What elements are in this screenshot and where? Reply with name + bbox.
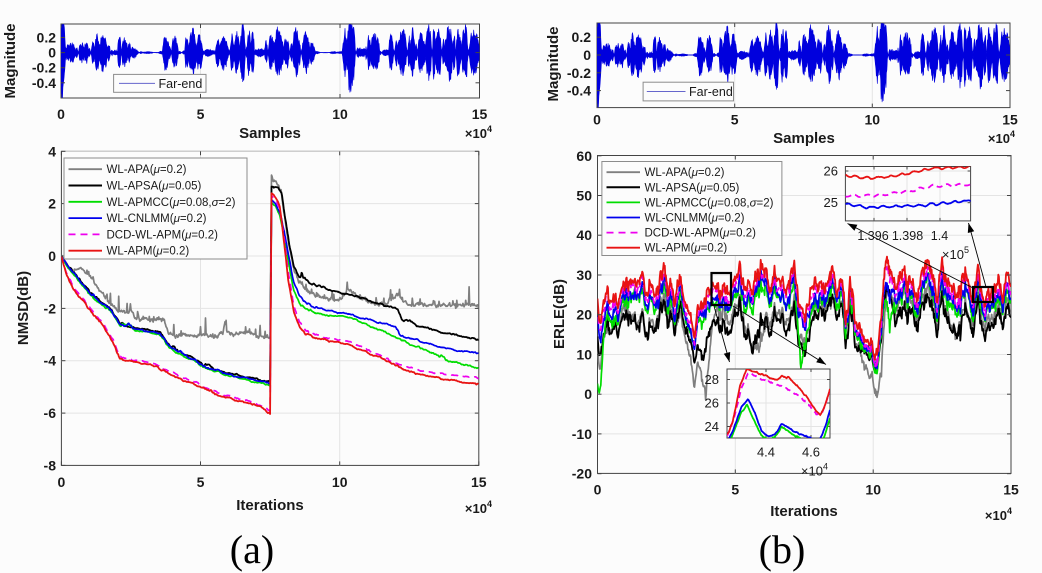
svg-text:WL-APMCC(μ=0.08,σ=2): WL-APMCC(μ=0.08,σ=2) [107, 197, 236, 209]
svg-text:Magnitude: Magnitude [545, 27, 562, 102]
svg-text:0.2: 0.2 [37, 30, 57, 46]
svg-text:WL-APM(μ=0.2): WL-APM(μ=0.2) [645, 243, 728, 255]
svg-text:15: 15 [472, 106, 488, 122]
svg-text:-0.2: -0.2 [32, 60, 56, 76]
svg-text:60: 60 [576, 148, 592, 164]
svg-text:4.6: 4.6 [802, 445, 820, 460]
svg-text:24: 24 [705, 419, 719, 434]
svg-text:1.398: 1.398 [892, 229, 923, 243]
svg-text:-6: -6 [44, 405, 57, 421]
svg-text:26: 26 [824, 164, 838, 179]
svg-text:Samples: Samples [239, 125, 301, 142]
svg-text:0: 0 [58, 474, 66, 490]
svg-text:15: 15 [1002, 112, 1018, 128]
svg-text:0: 0 [583, 47, 591, 63]
svg-text:20: 20 [576, 307, 592, 323]
svg-text:2: 2 [48, 196, 56, 212]
svg-text:5: 5 [197, 474, 205, 490]
svg-text:-10: -10 [572, 426, 592, 442]
svg-text:10: 10 [865, 112, 881, 128]
svg-text:×104: ×104 [465, 499, 492, 516]
svg-text:ERLE(dB): ERLE(dB) [551, 279, 568, 349]
svg-text:10: 10 [332, 474, 348, 490]
svg-text:26: 26 [705, 396, 719, 411]
svg-text:Iterations: Iterations [770, 503, 838, 520]
svg-text:WL-APA(μ=0.2): WL-APA(μ=0.2) [107, 164, 187, 176]
svg-text:DCD-WL-APM(μ=0.2): DCD-WL-APM(μ=0.2) [107, 229, 219, 241]
svg-text:10: 10 [332, 106, 348, 122]
svg-text:-20: -20 [572, 466, 592, 482]
svg-text:DCD-WL-APM(μ=0.2): DCD-WL-APM(μ=0.2) [645, 228, 757, 240]
svg-text:15: 15 [471, 474, 487, 490]
svg-text:WL-CNLMM(μ=0.2): WL-CNLMM(μ=0.2) [107, 213, 207, 225]
svg-text:-4: -4 [44, 353, 57, 369]
svg-text:0: 0 [593, 112, 601, 128]
svg-text:5: 5 [731, 112, 739, 128]
svg-text:NMSD(dB): NMSD(dB) [15, 271, 32, 345]
svg-text:15: 15 [1003, 482, 1019, 498]
svg-text:40: 40 [576, 227, 592, 243]
svg-text:5: 5 [197, 106, 205, 122]
svg-text:4: 4 [48, 143, 56, 159]
svg-text:Iterations: Iterations [236, 497, 304, 514]
svg-text:28: 28 [705, 372, 719, 387]
svg-text:WL-APSA(μ=0.05): WL-APSA(μ=0.05) [107, 181, 202, 193]
svg-text:10: 10 [865, 482, 881, 498]
svg-text:5: 5 [731, 482, 739, 498]
svg-text:WL-APSA(μ=0.05): WL-APSA(μ=0.05) [645, 182, 740, 194]
svg-text:-2: -2 [44, 300, 57, 316]
svg-text:×104: ×104 [988, 129, 1015, 146]
svg-text:0: 0 [57, 106, 65, 122]
svg-text:-0.4: -0.4 [32, 75, 56, 91]
svg-text:4.4: 4.4 [757, 445, 775, 460]
svg-text:WL-CNLMM(μ=0.2): WL-CNLMM(μ=0.2) [645, 213, 745, 225]
svg-text:-0.4: -0.4 [567, 83, 591, 99]
svg-text:Magnitude: Magnitude [2, 24, 19, 99]
svg-text:-0.2: -0.2 [567, 65, 591, 81]
svg-text:Far-end: Far-end [689, 85, 733, 99]
svg-text:1.396: 1.396 [857, 229, 888, 243]
svg-text:0: 0 [594, 482, 602, 498]
svg-text:Samples: Samples [773, 130, 835, 147]
svg-text:Far-end: Far-end [159, 77, 203, 91]
svg-text:-8: -8 [44, 457, 57, 473]
svg-text:10: 10 [576, 347, 592, 363]
svg-text:0: 0 [584, 386, 592, 402]
svg-text:1.4: 1.4 [931, 229, 948, 243]
svg-text:0: 0 [48, 248, 56, 264]
svg-text:WL-APMCC(μ=0.08,σ=2): WL-APMCC(μ=0.08,σ=2) [645, 197, 774, 209]
svg-text:30: 30 [576, 267, 592, 283]
svg-text:×104: ×104 [985, 506, 1012, 523]
svg-text:(a): (a) [230, 527, 274, 572]
svg-text:WL-APA(μ=0.2): WL-APA(μ=0.2) [645, 167, 725, 179]
svg-text:WL-APM(μ=0.2): WL-APM(μ=0.2) [107, 246, 190, 258]
svg-text:25: 25 [824, 195, 838, 210]
svg-text:50: 50 [576, 188, 592, 204]
svg-text:×105: ×105 [942, 245, 969, 262]
svg-text:(b): (b) [759, 527, 806, 572]
svg-text:×104: ×104 [801, 462, 828, 479]
svg-text:0.2: 0.2 [572, 29, 592, 45]
svg-text:×104: ×104 [465, 124, 492, 141]
svg-text:0: 0 [48, 45, 56, 61]
